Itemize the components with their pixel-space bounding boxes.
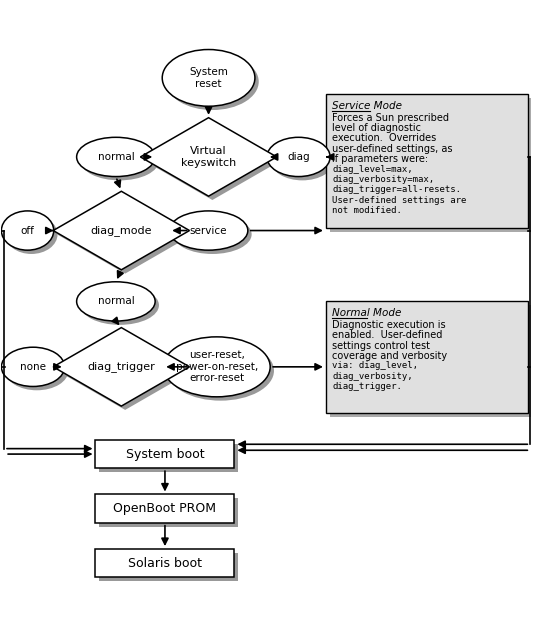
Text: if parameters were:: if parameters were: [332, 154, 429, 164]
Ellipse shape [2, 211, 54, 250]
Polygon shape [53, 191, 190, 270]
Bar [326, 94, 528, 228]
Text: not modified.: not modified. [332, 206, 402, 215]
Text: diag_trigger=all-resets.: diag_trigger=all-resets. [332, 185, 461, 194]
Text: settings control test: settings control test [332, 340, 430, 351]
Ellipse shape [81, 286, 159, 325]
Text: via: diag_level,: via: diag_level, [332, 362, 418, 370]
Text: off: off [21, 226, 35, 235]
Bar [99, 444, 238, 472]
Polygon shape [140, 118, 277, 196]
Text: diag_mode: diag_mode [90, 225, 152, 236]
Bar [95, 440, 235, 469]
Text: Virtual
keyswitch: Virtual keyswitch [181, 146, 236, 168]
Ellipse shape [162, 49, 255, 106]
Bar [326, 301, 528, 413]
Text: Service Mode: Service Mode [332, 101, 402, 111]
Polygon shape [144, 122, 281, 200]
Ellipse shape [5, 351, 68, 390]
Polygon shape [57, 331, 193, 410]
Text: diag_level=max,: diag_level=max, [332, 165, 413, 174]
Text: enabled.  User-defined: enabled. User-defined [332, 330, 443, 340]
Text: OpenBoot PROM: OpenBoot PROM [113, 502, 216, 515]
Text: execution.  Overrides: execution. Overrides [332, 133, 437, 144]
Ellipse shape [166, 53, 259, 110]
Text: Solaris boot: Solaris boot [128, 556, 202, 570]
Ellipse shape [5, 215, 58, 254]
Text: Diagnostic execution is: Diagnostic execution is [332, 320, 446, 330]
Polygon shape [57, 195, 193, 274]
Ellipse shape [169, 211, 248, 250]
Text: none: none [20, 362, 46, 372]
Text: diag_verbosity=max,: diag_verbosity=max, [332, 175, 435, 184]
Bar [329, 305, 532, 417]
Ellipse shape [267, 137, 330, 176]
Bar [99, 553, 238, 581]
Ellipse shape [271, 141, 334, 180]
Bar [99, 498, 238, 527]
Text: Normal Mode: Normal Mode [332, 308, 402, 318]
Bar [95, 494, 235, 523]
Text: Forces a Sun prescribed: Forces a Sun prescribed [332, 113, 449, 123]
Bar [95, 549, 235, 578]
Ellipse shape [167, 340, 274, 401]
Text: coverage and verbosity: coverage and verbosity [332, 351, 448, 361]
Text: diag_verbosity,: diag_verbosity, [332, 372, 413, 381]
Text: normal: normal [98, 152, 134, 162]
Text: user-reset,
power-on-reset,
error-reset: user-reset, power-on-reset, error-reset [175, 350, 258, 383]
Ellipse shape [163, 337, 270, 397]
Text: User-defined settings are: User-defined settings are [332, 196, 467, 204]
Text: diag_trigger: diag_trigger [88, 362, 155, 372]
Ellipse shape [2, 347, 65, 387]
Ellipse shape [173, 215, 252, 254]
Text: service: service [190, 226, 227, 235]
Text: diag: diag [287, 152, 310, 162]
Bar [329, 98, 532, 231]
Text: normal: normal [98, 296, 134, 306]
Ellipse shape [77, 282, 155, 321]
Text: diag_trigger.: diag_trigger. [332, 382, 402, 391]
Ellipse shape [77, 137, 155, 176]
Text: user-defined settings, as: user-defined settings, as [332, 144, 453, 154]
Polygon shape [53, 328, 190, 406]
Text: System
reset: System reset [189, 67, 228, 88]
Ellipse shape [81, 141, 159, 180]
Text: level of diagnostic: level of diagnostic [332, 123, 421, 133]
Text: System boot: System boot [125, 447, 204, 461]
